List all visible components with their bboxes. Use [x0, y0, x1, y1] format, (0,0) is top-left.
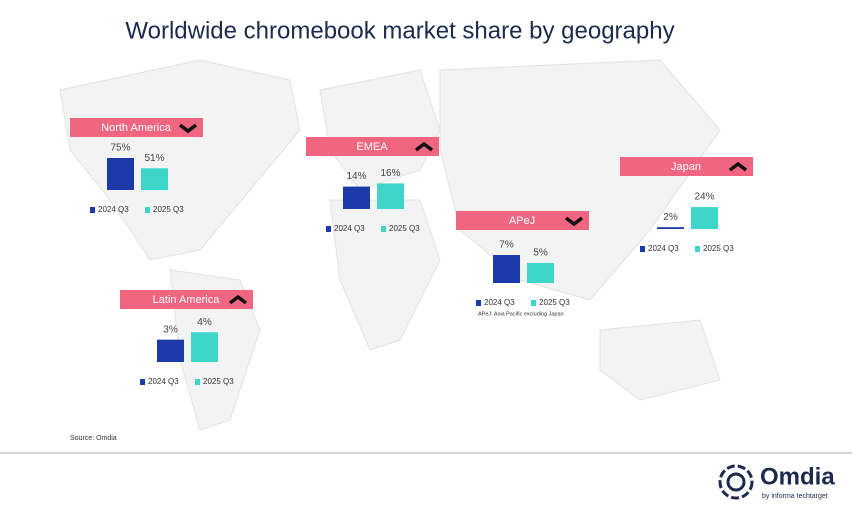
bar — [527, 263, 554, 283]
logo-icon-inner — [726, 472, 746, 492]
legend-label: 2025 Q3 — [153, 205, 184, 214]
value-label: 75% — [110, 143, 130, 154]
legend-swatch — [640, 246, 645, 252]
source: Source: Omdia — [70, 435, 117, 442]
trend-arrow — [178, 123, 198, 134]
logo-name: Omdia — [760, 463, 835, 490]
bar — [691, 207, 718, 229]
trend-arrow — [228, 294, 248, 305]
legend-label: 2024 Q3 — [98, 205, 129, 214]
value-label: 4% — [197, 317, 212, 328]
value-label: 16% — [380, 168, 400, 179]
world-map — [59, 59, 721, 431]
page-title: Worldwide chromebook market share by geo… — [125, 17, 674, 44]
legend-label: 2025 Q3 — [389, 224, 420, 233]
value-label: 14% — [346, 171, 366, 182]
legend-label: 2024 Q3 — [648, 244, 679, 253]
legend-swatch — [90, 207, 95, 213]
legend-label: 2025 Q3 — [703, 244, 734, 253]
bar — [191, 332, 218, 362]
legend-swatch — [695, 246, 700, 252]
bar — [493, 255, 520, 283]
region-header — [456, 211, 589, 230]
value-label: 7% — [499, 240, 514, 251]
legend-swatch — [531, 300, 536, 306]
bar — [107, 158, 134, 190]
region-title: Latin America — [153, 294, 221, 306]
region-title: Japan — [671, 161, 701, 173]
logo-tagline: by informa techtarget — [762, 493, 828, 500]
region-title: EMEA — [356, 141, 388, 153]
region-header — [306, 137, 439, 156]
legend-label: 2024 Q3 — [334, 224, 365, 233]
bar — [157, 339, 184, 362]
legend-label: 2025 Q3 — [203, 377, 234, 386]
legend-swatch — [381, 226, 386, 232]
bar — [657, 227, 684, 229]
value-label: 2% — [663, 212, 678, 223]
bar — [343, 186, 370, 209]
region-title: APeJ — [509, 215, 535, 227]
legend-label: 2024 Q3 — [484, 298, 515, 307]
value-label: 5% — [533, 248, 548, 259]
region-header — [70, 118, 203, 137]
legend-label: 2025 Q3 — [539, 298, 570, 307]
trend-arrow — [414, 141, 434, 152]
value-label: 51% — [144, 153, 164, 164]
region-header — [620, 157, 753, 176]
legend-swatch — [326, 226, 331, 232]
legend-swatch — [195, 379, 200, 385]
bar — [377, 183, 404, 209]
logo-icon — [718, 464, 754, 500]
logo: Omdia by informa techtarget — [718, 463, 835, 500]
legend-swatch — [145, 207, 150, 213]
value-label: 3% — [163, 324, 178, 335]
region-header — [120, 290, 253, 309]
bar — [141, 168, 168, 190]
legend-swatch — [140, 379, 145, 385]
legend-label: 2024 Q3 — [148, 377, 179, 386]
legend-swatch — [476, 300, 481, 306]
value-label: 24% — [694, 192, 714, 203]
region-note: APeJ: Asia Pacific excluding Japan — [478, 311, 564, 317]
region-title: North America — [101, 122, 172, 134]
trend-arrow — [728, 161, 748, 172]
trend-arrow — [564, 216, 584, 227]
